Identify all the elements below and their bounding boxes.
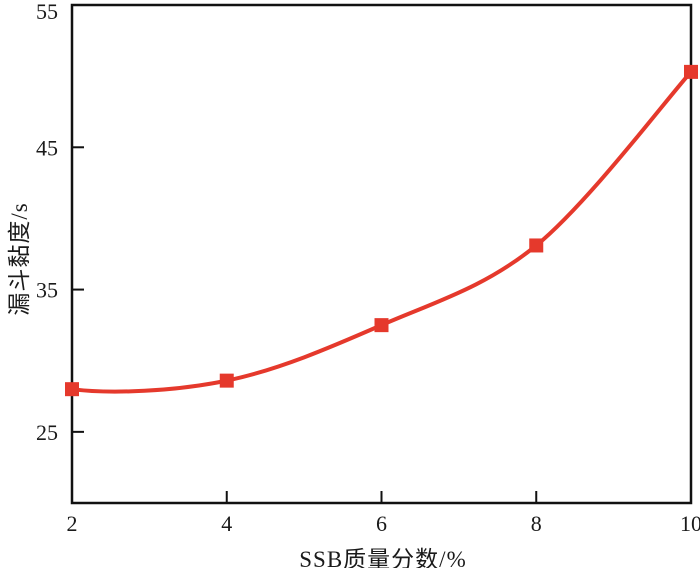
data-point-marker	[684, 64, 698, 79]
x-tick-label: 10	[680, 511, 700, 536]
data-point-marker	[529, 238, 544, 253]
viscosity-curve	[70, 69, 693, 394]
x-tick-label: 2	[67, 511, 78, 536]
y-tick-label: 45	[36, 135, 58, 160]
x-tick-label: 6	[376, 511, 387, 536]
data-point-marker	[219, 373, 234, 388]
x-tick-label: 8	[531, 511, 542, 536]
x-tick-label: 4	[221, 511, 232, 536]
y-axis-label: 漏斗黏度/s	[7, 202, 32, 316]
plot-border	[70, 3, 693, 505]
data-point-marker	[374, 318, 389, 333]
y-tick-label: 35	[36, 278, 58, 303]
x-axis-label: SSB质量分数/%	[299, 547, 467, 568]
y-tick-label: 25	[36, 420, 58, 445]
data-point-marker	[65, 382, 79, 397]
y-tick-label: 55	[36, 0, 58, 24]
